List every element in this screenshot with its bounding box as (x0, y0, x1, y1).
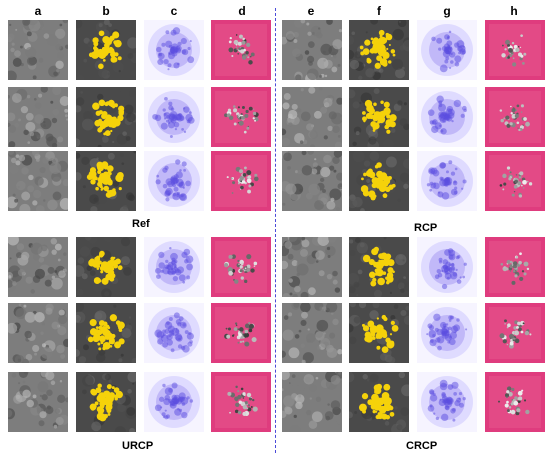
pore-overlay-map (211, 87, 271, 147)
sem-micrograph (8, 237, 68, 297)
column-label-a: a (34, 4, 42, 18)
pore-overlay-map (485, 372, 545, 432)
pore-density-map (144, 87, 204, 147)
sem-micrograph (282, 87, 342, 147)
sem-micrograph (8, 372, 68, 432)
column-label-e: e (307, 4, 315, 18)
group-divider (275, 8, 276, 453)
sem-micrograph (282, 151, 342, 211)
sem-micrograph (8, 303, 68, 363)
pore-binary-map (76, 303, 136, 363)
pore-overlay-map (485, 87, 545, 147)
group-label-urcp: URCP (122, 440, 154, 452)
pore-overlay-map (211, 151, 271, 211)
pore-binary-map (349, 151, 409, 211)
pore-overlay-map (211, 303, 271, 363)
pore-binary-map (349, 372, 409, 432)
column-label-c: c (170, 4, 178, 18)
sem-micrograph (8, 20, 68, 80)
pore-density-map (417, 151, 477, 211)
group-label-rcp: RCP (414, 222, 438, 234)
pore-density-map (144, 20, 204, 80)
sem-micrograph (282, 303, 342, 363)
pore-density-map (417, 20, 477, 80)
sem-micrograph (282, 372, 342, 432)
sem-micrograph (8, 151, 68, 211)
pore-density-map (144, 303, 204, 363)
pore-binary-map (76, 87, 136, 147)
column-label-h: h (510, 4, 518, 18)
pore-density-map (417, 87, 477, 147)
pore-overlay-map (485, 237, 545, 297)
pore-binary-map (76, 20, 136, 80)
pore-binary-map (76, 237, 136, 297)
sem-micrograph (282, 237, 342, 297)
pore-binary-map (349, 20, 409, 80)
pore-binary-map (349, 303, 409, 363)
pore-density-map (417, 237, 477, 297)
pore-density-map (417, 372, 477, 432)
group-label-ref: Ref (132, 218, 150, 230)
column-label-b: b (102, 4, 110, 18)
column-label-f: f (377, 4, 381, 18)
pore-overlay-map (485, 20, 545, 80)
pore-overlay-map (211, 237, 271, 297)
pore-binary-map (349, 87, 409, 147)
pore-binary-map (349, 237, 409, 297)
sem-micrograph (282, 20, 342, 80)
pore-density-map (144, 151, 204, 211)
pore-binary-map (76, 151, 136, 211)
pore-density-map (144, 372, 204, 432)
pore-overlay-map (485, 151, 545, 211)
column-label-g: g (443, 4, 451, 18)
pore-binary-map (76, 372, 136, 432)
pore-overlay-map (211, 20, 271, 80)
column-label-d: d (238, 4, 246, 18)
pore-overlay-map (211, 372, 271, 432)
group-label-crcp: CRCP (406, 440, 438, 452)
pore-density-map (144, 237, 204, 297)
pore-density-map (417, 303, 477, 363)
pore-overlay-map (485, 303, 545, 363)
sem-micrograph (8, 87, 68, 147)
